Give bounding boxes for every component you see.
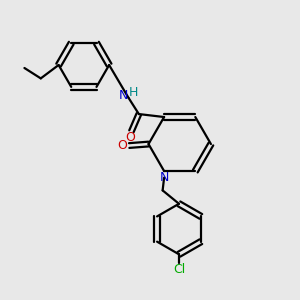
Text: N: N bbox=[159, 171, 169, 184]
Text: H: H bbox=[129, 86, 139, 99]
Text: N: N bbox=[118, 89, 128, 102]
Text: Cl: Cl bbox=[173, 263, 185, 276]
Text: O: O bbox=[125, 131, 135, 144]
Text: O: O bbox=[118, 139, 128, 152]
